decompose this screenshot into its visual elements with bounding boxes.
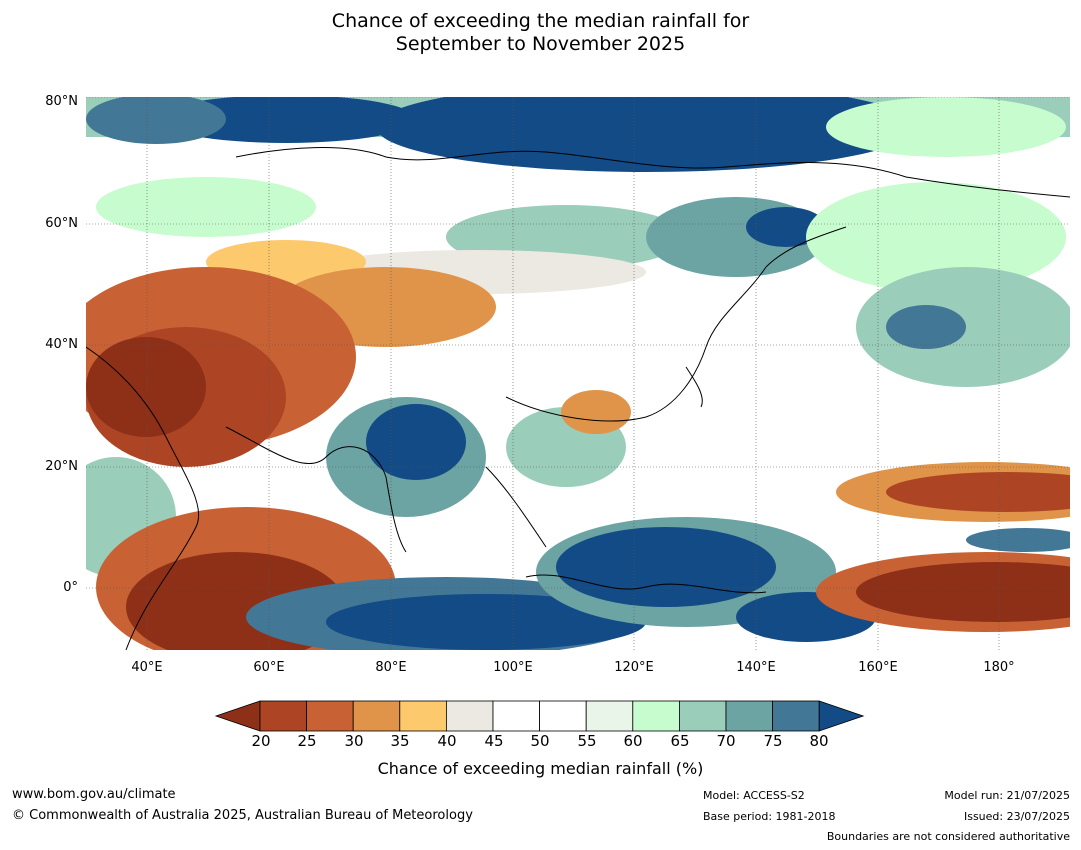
colorbar-label: 40 — [437, 732, 457, 750]
colorbar-label: 65 — [670, 732, 690, 750]
europe-light-region — [96, 177, 316, 237]
colorbar-title: Chance of exceeding median rainfall (%) — [377, 759, 704, 778]
website-text: www.bom.gov.au/climate — [12, 787, 176, 802]
colorbar-segment — [772, 700, 820, 732]
arctic-light-region — [826, 97, 1066, 157]
arctic-region-far-west — [86, 97, 226, 144]
pacific-dry-band-south-core — [856, 562, 1070, 622]
colorbar-segment — [539, 700, 587, 732]
pacific-wet-strip — [966, 528, 1070, 552]
lon-label-40e: 40°E — [131, 660, 163, 675]
colorbar-extend-high — [818, 700, 865, 732]
lon-label-140e: 140°E — [736, 660, 776, 675]
colorbar-label: 25 — [297, 732, 317, 750]
map-canvas — [86, 97, 1070, 650]
lat-label-40n: 40°N — [45, 337, 78, 352]
colorbar-label: 80 — [809, 732, 829, 750]
colorbar-label: 75 — [763, 732, 783, 750]
maritime-continent-wet — [556, 527, 776, 607]
lon-label-100e: 100°E — [493, 660, 533, 675]
model-text: Model: ACCESS-S2 — [703, 789, 805, 802]
north-pacific-wet-spot — [886, 305, 966, 349]
lat-label-80n: 80°N — [45, 94, 78, 109]
arabia-very-dry — [86, 337, 206, 437]
lon-label-180: 180° — [983, 660, 1015, 675]
colorbar-label: 45 — [484, 732, 504, 750]
coastlines — [86, 147, 1070, 650]
colorbar-segment — [306, 700, 354, 732]
lon-label-160e: 160°E — [858, 660, 898, 675]
colorbar-segment — [632, 700, 680, 732]
issued-text: Issued: 23/07/2025 — [963, 810, 1070, 823]
disclaimer-text: Boundaries are not considered authoritat… — [826, 830, 1070, 843]
lon-label-120e: 120°E — [614, 660, 654, 675]
lat-label-20n: 20°N — [45, 459, 78, 474]
lon-label-60e: 60°E — [253, 660, 285, 675]
arctic-wet-region-west — [156, 97, 416, 143]
pacific-dry-band-north-core — [886, 472, 1070, 512]
map-gridlines — [86, 97, 1070, 650]
base-period-text: Base period: 1981-2018 — [703, 810, 836, 823]
colorbar-label: 35 — [390, 732, 410, 750]
colorbar-segment — [445, 700, 494, 732]
colorbar-label: 70 — [716, 732, 736, 750]
lat-label-0: 0° — [63, 580, 78, 595]
arctic-wet-region — [376, 97, 916, 172]
lon-label-80e: 80°E — [375, 660, 407, 675]
northeast-region — [806, 182, 1066, 292]
map-title-line-1: Chance of exceeding the median rainfall … — [331, 10, 750, 32]
lat-label-60n: 60°N — [45, 216, 78, 231]
colorbar-segment — [352, 700, 401, 732]
indian-ocean-wet-core — [326, 594, 646, 650]
colorbar-segment — [585, 700, 634, 732]
colorbar-label: 30 — [344, 732, 364, 750]
colorbar-segment — [725, 700, 773, 732]
model-run-text: Model run: 21/07/2025 — [944, 789, 1070, 802]
colorbar-label: 55 — [577, 732, 597, 750]
colorbar-segment — [399, 700, 447, 732]
rainfall-probability-map — [86, 97, 1070, 650]
colorbar-label: 50 — [530, 732, 550, 750]
colorbar-segment — [492, 700, 540, 732]
colorbar-label: 60 — [623, 732, 643, 750]
colorbar-segment — [259, 700, 307, 732]
colorbar — [214, 700, 865, 732]
colorbar-segment — [678, 700, 727, 732]
colorbar-extend-low — [214, 700, 261, 732]
colorbar-label: 20 — [251, 732, 271, 750]
india-wet-region — [366, 404, 466, 480]
south-china-dry-spot — [561, 390, 631, 434]
copyright-text: © Commonwealth of Australia 2025, Austra… — [12, 808, 473, 823]
map-title-line-2: September to November 2025 — [395, 33, 686, 55]
